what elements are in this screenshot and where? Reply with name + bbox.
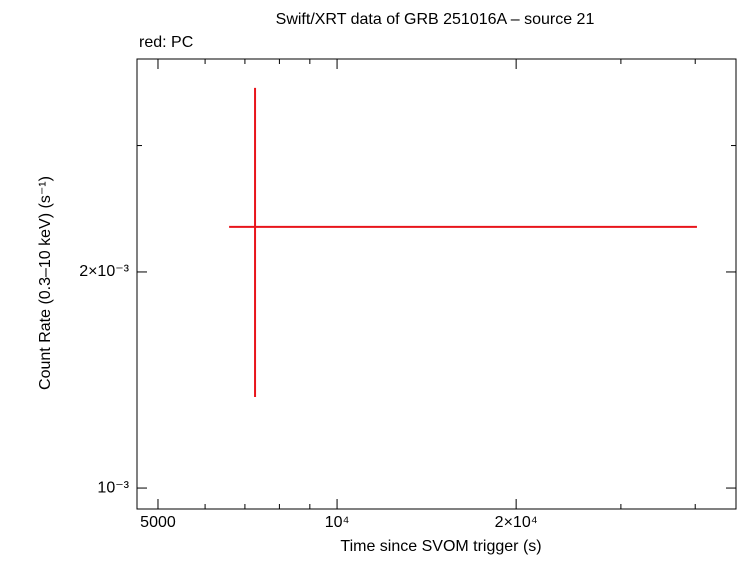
x-axis-label: Time since SVOM trigger (s): [340, 538, 541, 555]
plot-frame: [136, 58, 737, 510]
y-axis-label: Count Rate (0.3–10 keV) (s⁻¹): [37, 176, 54, 390]
x-tick-label: 5000: [140, 514, 176, 531]
x-tick-label: 10⁴: [325, 514, 350, 531]
chart-subtitle: red: PC: [139, 34, 193, 51]
x-tick-label: 2×10⁴: [495, 514, 538, 531]
y-tick-label: 2×10⁻³: [79, 263, 129, 280]
y-tick-label: 10⁻³: [97, 479, 129, 496]
chart-title: Swift/XRT data of GRB 251016A – source 2…: [276, 11, 595, 28]
